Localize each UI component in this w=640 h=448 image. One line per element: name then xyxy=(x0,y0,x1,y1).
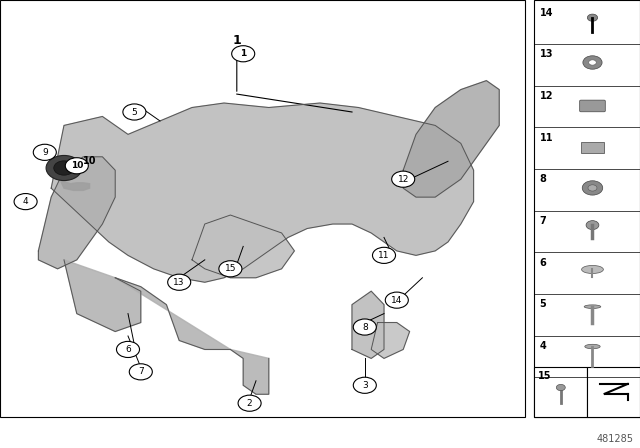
Polygon shape xyxy=(115,278,230,349)
Text: 10: 10 xyxy=(70,161,83,170)
Circle shape xyxy=(589,60,596,65)
Bar xyxy=(534,0,640,417)
Polygon shape xyxy=(230,349,269,394)
Text: 14: 14 xyxy=(391,296,403,305)
Circle shape xyxy=(392,171,415,187)
Text: 4: 4 xyxy=(23,197,28,206)
Text: 11: 11 xyxy=(540,133,553,142)
Polygon shape xyxy=(38,157,115,269)
Polygon shape xyxy=(61,181,90,190)
Text: 14: 14 xyxy=(540,8,553,17)
Text: 481285: 481285 xyxy=(596,434,634,444)
Polygon shape xyxy=(352,291,384,358)
Text: 1: 1 xyxy=(240,49,246,58)
Text: 8: 8 xyxy=(540,174,547,184)
Circle shape xyxy=(586,221,599,229)
Circle shape xyxy=(33,144,56,160)
Ellipse shape xyxy=(585,344,600,349)
Polygon shape xyxy=(192,215,294,278)
Text: 6: 6 xyxy=(540,258,547,267)
Text: 12: 12 xyxy=(540,91,553,101)
Text: 12: 12 xyxy=(397,175,409,184)
Text: 15: 15 xyxy=(538,371,551,381)
Ellipse shape xyxy=(582,265,604,273)
Circle shape xyxy=(123,104,146,120)
Circle shape xyxy=(168,274,191,290)
Text: 9: 9 xyxy=(42,148,47,157)
Circle shape xyxy=(372,247,396,263)
Circle shape xyxy=(54,161,74,175)
Ellipse shape xyxy=(584,305,601,309)
Circle shape xyxy=(219,261,242,277)
Text: 13: 13 xyxy=(173,278,185,287)
Polygon shape xyxy=(51,103,474,282)
Text: 7: 7 xyxy=(540,216,547,226)
Circle shape xyxy=(556,384,565,391)
Text: 2: 2 xyxy=(247,399,252,408)
Text: 10: 10 xyxy=(83,156,97,166)
Circle shape xyxy=(238,395,261,411)
Circle shape xyxy=(353,377,376,393)
Circle shape xyxy=(129,364,152,380)
Text: 6: 6 xyxy=(125,345,131,354)
Text: 1: 1 xyxy=(232,34,241,47)
Bar xyxy=(588,367,640,417)
Text: 13: 13 xyxy=(540,49,553,59)
Circle shape xyxy=(353,319,376,335)
Text: 7: 7 xyxy=(138,367,143,376)
Bar xyxy=(534,367,588,417)
Circle shape xyxy=(588,14,598,21)
Text: 8: 8 xyxy=(362,323,367,332)
Polygon shape xyxy=(403,81,499,197)
Text: 5: 5 xyxy=(132,108,137,116)
Circle shape xyxy=(385,292,408,308)
Circle shape xyxy=(583,56,602,69)
Polygon shape xyxy=(371,323,410,358)
Text: 15: 15 xyxy=(225,264,236,273)
Polygon shape xyxy=(64,260,141,332)
Circle shape xyxy=(588,185,597,191)
Circle shape xyxy=(582,181,603,195)
Circle shape xyxy=(116,341,140,358)
Circle shape xyxy=(46,155,82,181)
Bar xyxy=(581,142,604,153)
Text: 4: 4 xyxy=(540,341,547,351)
Circle shape xyxy=(14,194,37,210)
Circle shape xyxy=(232,46,255,62)
Circle shape xyxy=(65,158,88,174)
Text: 11: 11 xyxy=(378,251,390,260)
Text: 5: 5 xyxy=(540,299,547,309)
Text: 3: 3 xyxy=(362,381,367,390)
FancyBboxPatch shape xyxy=(580,100,605,112)
Bar xyxy=(0,0,525,417)
